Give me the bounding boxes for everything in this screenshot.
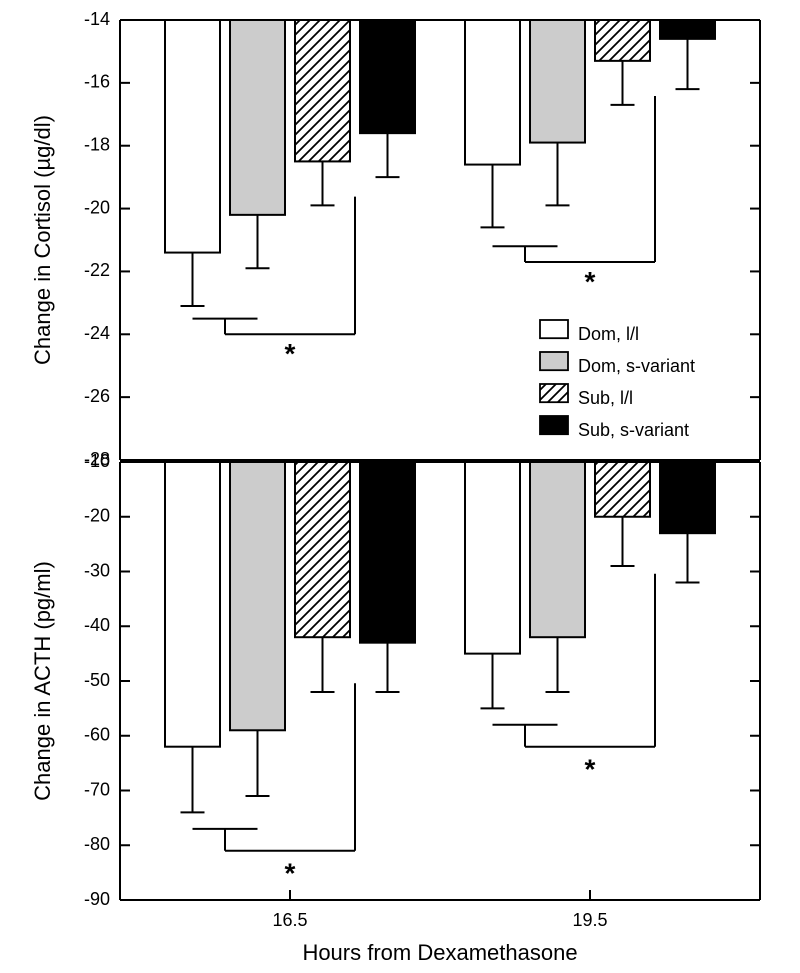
bar (595, 20, 650, 61)
ytick-label: -90 (84, 889, 110, 909)
bar (165, 20, 220, 253)
bar (230, 20, 285, 215)
bar (465, 20, 520, 165)
ytick-label: -24 (84, 323, 110, 343)
ytick-label: -20 (84, 506, 110, 526)
ytick-label: -26 (84, 386, 110, 406)
significance-star: * (585, 754, 596, 785)
ytick-label: -10 (84, 451, 110, 471)
legend-swatch (540, 352, 568, 370)
legend-label: Sub, l/l (578, 388, 633, 408)
bar (295, 20, 350, 161)
bar (660, 462, 715, 533)
ytick-label: -50 (84, 670, 110, 690)
xtick-label: 16.5 (272, 910, 307, 930)
ytick-label: -20 (84, 197, 110, 217)
ytick-label: -30 (84, 560, 110, 580)
ytick-label: -40 (84, 615, 110, 635)
xtick-label: 19.5 (572, 910, 607, 930)
ytick-label: -70 (84, 779, 110, 799)
ytick-label: -14 (84, 9, 110, 29)
significance-star: * (285, 858, 296, 889)
ytick-label: -80 (84, 834, 110, 854)
chart-figure: -28-26-24-22-20-18-16-14Change in Cortis… (0, 0, 800, 973)
bar (295, 462, 350, 637)
legend-swatch (540, 320, 568, 338)
legend-label: Dom, l/l (578, 324, 639, 344)
bar (530, 20, 585, 143)
ytick-label: -60 (84, 725, 110, 745)
bar (465, 462, 520, 654)
legend-label: Dom, s-variant (578, 356, 695, 376)
legend-swatch (540, 416, 568, 434)
bar (530, 462, 585, 637)
bar (360, 462, 415, 643)
ytick-label: -16 (84, 72, 110, 92)
legend-swatch (540, 384, 568, 402)
bar (660, 20, 715, 39)
significance-star: * (585, 266, 596, 297)
bar (595, 462, 650, 517)
bar (165, 462, 220, 747)
ytick-label: -22 (84, 260, 110, 280)
chart-svg: -28-26-24-22-20-18-16-14Change in Cortis… (0, 0, 800, 973)
bar (360, 20, 415, 133)
ytick-label: -18 (84, 134, 110, 154)
significance-star: * (285, 338, 296, 369)
x-axis-label: Hours from Dexamethasone (302, 940, 577, 965)
bar (230, 462, 285, 730)
y-axis-label: Change in Cortisol (µg/dl) (30, 115, 55, 365)
y-axis-label: Change in ACTH (pg/ml) (30, 561, 55, 801)
legend-label: Sub, s-variant (578, 420, 689, 440)
